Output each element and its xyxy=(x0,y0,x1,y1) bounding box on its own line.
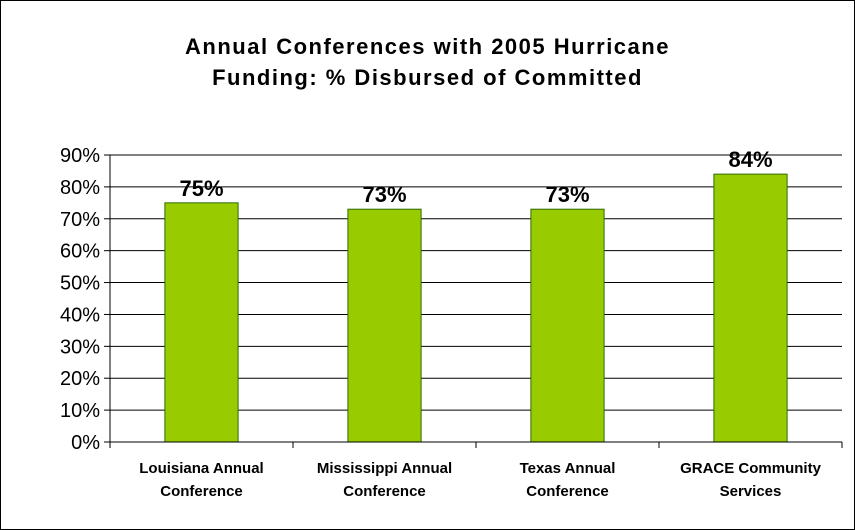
y-tick-label: 60% xyxy=(60,241,100,263)
category-label-0: Louisiana Annual Conference xyxy=(107,457,297,503)
y-tick-label: 20% xyxy=(60,368,100,390)
category-label-2: Texas Annual Conference xyxy=(473,457,663,503)
category-label-line: Mississippi Annual xyxy=(316,460,453,477)
data-label-3: 84% xyxy=(728,147,772,172)
category-label-line: Services xyxy=(719,483,782,500)
labels: 0% 10% 20% 30% 40% 50% 60% 70% 80% 90% 75% 73% 73% 84… xyxy=(60,145,773,454)
y-tick-label: 0% xyxy=(71,432,100,454)
chart-title-line-2: Funding: % Disbursed of Committed xyxy=(212,65,643,90)
axes xyxy=(104,154,843,448)
y-tick-label: 90% xyxy=(60,145,100,167)
category-label-line: Conference xyxy=(343,483,426,500)
category-label-1: Mississippi Annual Conference xyxy=(290,457,480,503)
y-tick-label: 50% xyxy=(60,273,100,295)
category-label-line: Conference xyxy=(526,483,609,500)
y-tick-label: 70% xyxy=(60,209,100,231)
y-tick-label: 10% xyxy=(60,400,100,422)
y-tick-label: 30% xyxy=(60,336,100,358)
bar-2 xyxy=(530,208,605,443)
data-label-2: 73% xyxy=(545,182,589,207)
category-label-line: GRACE Community xyxy=(680,460,821,477)
data-label-0: 75% xyxy=(179,176,223,201)
chart-title-line-1: Annual Conferences with 2005 Hurricane xyxy=(185,34,670,59)
bar-1 xyxy=(347,208,422,443)
bars xyxy=(164,173,788,443)
data-label-1: 73% xyxy=(362,182,406,207)
category-label-3: GRACE Community Services xyxy=(656,457,846,503)
category-label-line: Louisiana Annual xyxy=(139,460,264,477)
category-label-line: Conference xyxy=(160,483,243,500)
bar-0 xyxy=(164,202,239,443)
category-label-line: Texas Annual xyxy=(519,460,616,477)
y-tick-label: 80% xyxy=(60,177,100,199)
chart-title: Annual Conferences with 2005 Hurricane F… xyxy=(1,31,854,93)
bar-3 xyxy=(713,173,788,443)
y-tick-label: 40% xyxy=(60,304,100,326)
